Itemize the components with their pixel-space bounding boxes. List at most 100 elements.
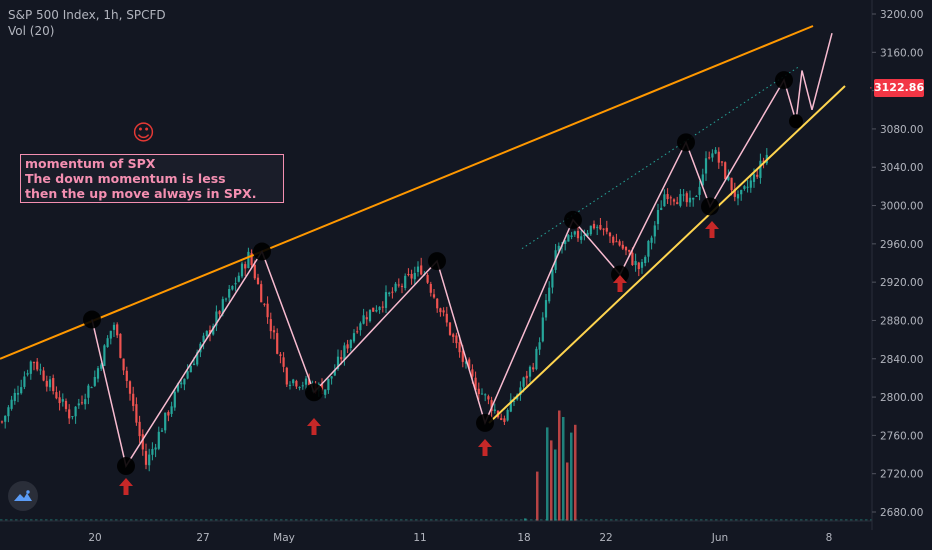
dotted-channel-line [521,65,801,250]
candle-body [618,241,621,246]
candle-body [503,418,506,422]
volume-bar [80,519,83,521]
volume-bar [245,519,248,521]
candle-body [394,283,397,292]
volume-bar [560,519,563,521]
candle-body [125,370,128,381]
volume-bar [140,519,143,521]
candle-body [372,307,375,312]
candle-body [132,393,135,406]
volume-bar [40,519,43,521]
volume-bar [265,519,268,521]
candle-body [269,319,272,332]
candle-body [480,393,484,395]
up-arrow-icon [119,478,133,495]
candle-body [276,333,279,354]
support-trendline [488,85,846,424]
candle-body [589,225,592,235]
up-arrow-icon [613,275,627,292]
volume-bar [215,519,218,521]
up-arrow-icon [307,418,321,435]
candle-body [628,249,631,252]
volume-bar [755,519,758,521]
candle-body [253,264,256,279]
volume-bar [200,519,203,521]
candle-body [160,430,164,432]
candle-body [740,189,743,195]
candle-body [487,396,490,400]
volume-bar [660,519,663,521]
volume-bar [830,519,833,521]
candle-body [439,308,442,313]
annotation-note[interactable]: momentum of SPX The down momentum is les… [20,154,284,203]
candle-body [522,377,525,387]
volume-bar [155,519,158,521]
candle-body [672,199,676,202]
candle-body [221,299,224,314]
up-arrow-icon [705,221,719,238]
candle-body [116,324,119,336]
volume-bar [170,519,173,521]
volume-bar [630,519,633,521]
y-tick-label: 2720.00 [880,469,923,481]
candle-body [528,366,532,377]
candle-body [324,389,327,395]
volume-bar [5,519,8,521]
volume-bar [400,519,403,521]
volume-bar [685,519,688,521]
volume-bar [840,519,843,521]
candle-body [256,277,260,285]
candle-body [215,311,218,326]
candle-body [490,400,493,412]
y-tick-label: 2960.00 [880,239,923,251]
candle-body [599,224,602,230]
candle-body [452,334,455,337]
volume-bar [705,519,708,521]
candle-body [410,273,413,279]
volume-bar [670,519,673,521]
volume-bar [315,519,318,521]
candle-body [330,376,333,379]
candle-body [304,378,308,385]
volume-bar [575,519,578,521]
candle-body [61,399,64,402]
candle-body [157,431,160,449]
candle-body [87,385,90,398]
volume-bar [825,519,828,521]
candle-body [362,315,365,324]
pivot-marker [677,133,695,152]
volume-bar [455,519,458,521]
volume-bar [235,519,238,521]
candle-body [263,303,266,305]
volume-bar [485,519,488,521]
candle-body [669,197,672,199]
volume-bar [574,424,577,521]
volume-bar [800,519,803,521]
volume-bar [335,519,338,521]
smiley-icon: ☺ [132,121,155,146]
symbol-title[interactable]: S&P 500 Index, 1h, SPCFD [8,8,166,22]
volume-bar [558,410,561,521]
pivot-marker [428,252,446,271]
tradingview-logo-icon[interactable] [8,481,38,511]
volume-bar [100,519,103,521]
candle-body [186,371,189,379]
candle-body [260,284,263,303]
volume-bar [85,519,88,521]
candle-body [52,378,55,392]
candle-body [55,392,58,399]
x-tick-label: 8 [826,532,833,544]
volume-bar [90,519,93,521]
volume-indicator-label[interactable]: Vol (20) [8,24,55,38]
volume-bar [290,519,293,521]
candle-body [525,375,528,379]
candle-body [586,232,589,236]
volume-bar [345,519,348,521]
volume-bar [735,519,738,521]
volume-bar [785,519,788,521]
momentum-zigzag-line [91,32,833,468]
volume-bar [375,519,378,521]
candle-body [519,387,522,395]
candle-body [448,322,452,335]
